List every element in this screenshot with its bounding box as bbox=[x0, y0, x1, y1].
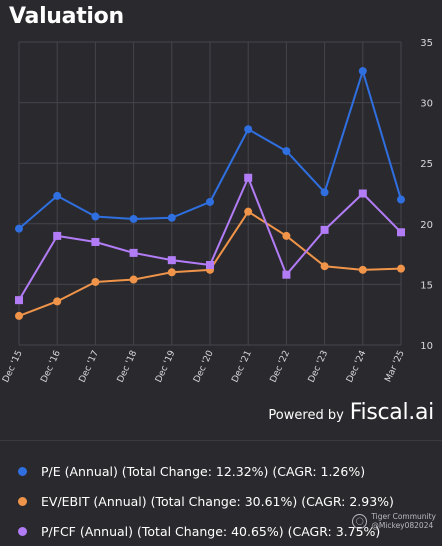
data-point bbox=[167, 268, 176, 277]
data-point bbox=[53, 297, 62, 306]
data-point bbox=[320, 262, 329, 271]
data-point bbox=[15, 311, 23, 320]
x-tick-label: Dec '15 bbox=[1, 349, 25, 384]
x-tick-label: Dec '17 bbox=[78, 349, 102, 384]
watermark-handle: @Mickey082024 bbox=[371, 521, 434, 530]
data-point bbox=[129, 214, 138, 223]
legend-item[interactable]: EV/EBIT (Annual) (Total Change: 30.61%) … bbox=[18, 486, 394, 516]
data-point-square bbox=[397, 228, 405, 237]
y-tick-label: 15 bbox=[420, 280, 433, 291]
x-tick-label: Dec '18 bbox=[116, 349, 140, 384]
data-point bbox=[397, 264, 405, 273]
y-tick-label: 35 bbox=[420, 38, 433, 49]
data-point-square bbox=[206, 261, 214, 270]
data-point bbox=[358, 265, 367, 274]
data-point-square bbox=[244, 173, 253, 182]
y-tick-label: 30 bbox=[420, 99, 433, 110]
data-point-square bbox=[320, 225, 329, 234]
data-point bbox=[91, 277, 100, 286]
watermark-community: Tiger Community bbox=[371, 512, 436, 521]
x-tick-label: Dec '24 bbox=[345, 349, 369, 384]
brand-logo: Fiscal.ai bbox=[349, 400, 435, 425]
data-point bbox=[206, 197, 214, 206]
data-point-square bbox=[91, 237, 100, 246]
legend-label: P/E (Annual) (Total Change: 12.32%) (CAG… bbox=[41, 463, 366, 479]
x-tick-label: Dec '21 bbox=[230, 349, 254, 384]
data-point bbox=[282, 147, 291, 156]
data-point bbox=[282, 231, 291, 240]
data-point bbox=[358, 67, 367, 76]
data-point bbox=[244, 125, 253, 134]
powered-by-branding: Powered by Fiscal.ai bbox=[268, 400, 434, 425]
watermark: ◯ Tiger Community @Mickey082024 bbox=[352, 512, 436, 530]
y-tick-label: 20 bbox=[420, 220, 433, 231]
data-point-square bbox=[129, 248, 138, 257]
data-point bbox=[91, 212, 100, 221]
chart-title: Valuation bbox=[9, 4, 124, 29]
legend-item[interactable]: P/E (Annual) (Total Change: 12.32%) (CAG… bbox=[18, 456, 394, 486]
x-tick-label: Dec '20 bbox=[192, 349, 216, 384]
chart-legend: P/E (Annual) (Total Change: 12.32%) (CAG… bbox=[18, 456, 394, 546]
y-tick-label: 25 bbox=[420, 159, 433, 170]
x-tick-label: Dec '23 bbox=[307, 349, 331, 384]
legend-label: P/FCF (Annual) (Total Change: 40.65%) (C… bbox=[41, 523, 381, 539]
data-point bbox=[15, 224, 23, 233]
data-point bbox=[129, 275, 138, 284]
data-point-square bbox=[53, 231, 62, 240]
x-tick-label: Dec '19 bbox=[154, 349, 178, 384]
tiger-logo-icon: ◯ bbox=[352, 513, 368, 529]
data-point bbox=[397, 195, 405, 204]
y-tick-label: 10 bbox=[420, 341, 433, 352]
legend-label: EV/EBIT (Annual) (Total Change: 30.61%) … bbox=[41, 493, 394, 509]
x-tick-label: Dec '22 bbox=[269, 349, 293, 384]
legend-dot-icon bbox=[18, 496, 27, 506]
data-point-square bbox=[358, 189, 367, 198]
data-point-square bbox=[282, 270, 291, 279]
data-point-square bbox=[15, 296, 23, 305]
data-point bbox=[244, 207, 253, 216]
legend-divider bbox=[0, 440, 442, 441]
x-tick-label: Dec '16 bbox=[39, 349, 63, 384]
data-point bbox=[320, 188, 329, 197]
data-point bbox=[167, 213, 176, 222]
legend-item[interactable]: P/FCF (Annual) (Total Change: 40.65%) (C… bbox=[18, 516, 394, 546]
data-point bbox=[53, 191, 62, 200]
line-chart: 10 15 20 25 30 35 Dec '15 Dec '16 Dec '17 Dec '18… bbox=[1, 38, 433, 384]
powered-by-label: Powered by bbox=[268, 408, 344, 423]
legend-dot-icon bbox=[18, 526, 27, 536]
data-point-square bbox=[167, 256, 176, 265]
legend-dot-icon bbox=[18, 466, 27, 476]
x-tick-label: Mar '25 bbox=[383, 349, 406, 384]
